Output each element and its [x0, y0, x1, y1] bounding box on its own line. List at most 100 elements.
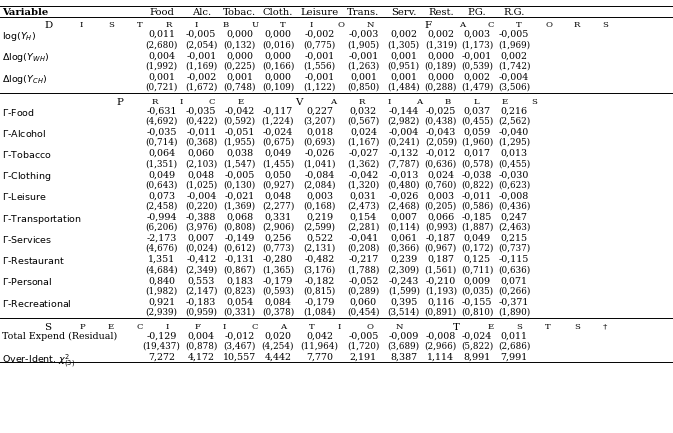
- Text: (3,467): (3,467): [223, 342, 256, 351]
- Text: 0,000: 0,000: [226, 30, 253, 39]
- Text: -0,371: -0,371: [499, 297, 530, 307]
- Text: I: I: [309, 21, 312, 29]
- Text: (2,562): (2,562): [498, 117, 530, 126]
- Text: (0,436): (0,436): [498, 202, 530, 210]
- Text: (1,173): (1,173): [461, 40, 493, 49]
- Text: (0,289): (0,289): [347, 287, 380, 295]
- Text: 0,009: 0,009: [464, 276, 491, 285]
- Text: 0,013: 0,013: [501, 149, 528, 158]
- Text: -0,011: -0,011: [186, 128, 216, 137]
- Text: -0,001: -0,001: [462, 52, 492, 60]
- Text: (2,463): (2,463): [498, 223, 530, 232]
- Text: N: N: [395, 323, 403, 331]
- Text: -0,001: -0,001: [186, 52, 216, 60]
- Text: (1,193): (1,193): [425, 287, 457, 295]
- Text: -0,021: -0,021: [225, 191, 254, 200]
- Text: B: B: [223, 21, 229, 29]
- Text: $\Gamma$-Clothing: $\Gamma$-Clothing: [2, 170, 51, 183]
- Text: (0,539): (0,539): [461, 61, 493, 71]
- Text: (1,955): (1,955): [223, 138, 256, 147]
- Text: (0,714): (0,714): [145, 138, 178, 147]
- Text: 0,239: 0,239: [390, 255, 417, 264]
- Text: -0,042: -0,042: [349, 170, 378, 179]
- Text: (0,266): (0,266): [498, 287, 530, 295]
- Text: -0,012: -0,012: [426, 149, 456, 158]
- Text: (2,349): (2,349): [185, 265, 217, 274]
- Text: -0,001: -0,001: [305, 73, 334, 81]
- Text: 0,011: 0,011: [148, 30, 175, 39]
- Text: 0,050: 0,050: [264, 170, 291, 179]
- Text: -0,004: -0,004: [389, 128, 419, 137]
- Text: Over-Ident. $\chi^2_{(3)}$: Over-Ident. $\chi^2_{(3)}$: [2, 352, 75, 370]
- Text: -0,280: -0,280: [263, 255, 293, 264]
- Text: (0,822): (0,822): [461, 181, 493, 189]
- Text: (1,905): (1,905): [347, 40, 380, 49]
- Text: (0,959): (0,959): [185, 308, 217, 317]
- Text: 0,064: 0,064: [148, 149, 175, 158]
- Text: -0,004: -0,004: [186, 191, 216, 200]
- Text: 0,000: 0,000: [264, 30, 291, 39]
- Text: (0,366): (0,366): [388, 244, 420, 253]
- Text: F: F: [194, 323, 200, 331]
- Text: -0,182: -0,182: [305, 276, 334, 285]
- Text: (1,672): (1,672): [185, 83, 217, 92]
- Text: -0,001: -0,001: [305, 52, 334, 60]
- Text: R.G.: R.G.: [503, 8, 525, 17]
- Text: (0,993): (0,993): [425, 223, 457, 232]
- Text: (3,976): (3,976): [185, 223, 217, 232]
- Text: (0,748): (0,748): [223, 83, 256, 92]
- Text: (1,320): (1,320): [347, 181, 380, 189]
- Text: 0,004: 0,004: [148, 52, 175, 60]
- Text: T: T: [545, 323, 551, 331]
- Text: (0,016): (0,016): [262, 40, 294, 49]
- Text: Serv.: Serv.: [391, 8, 417, 17]
- Text: 0,000: 0,000: [427, 73, 454, 81]
- Text: -0,025: -0,025: [425, 107, 456, 116]
- Text: I: I: [180, 98, 183, 106]
- Text: V: V: [295, 98, 302, 107]
- Text: -0,144: -0,144: [389, 107, 419, 116]
- Text: (1,351): (1,351): [145, 159, 178, 168]
- Text: (4,692): (4,692): [145, 117, 178, 126]
- Text: 0,017: 0,017: [464, 149, 491, 158]
- Text: -0,482: -0,482: [305, 255, 334, 264]
- Text: 0,024: 0,024: [427, 170, 454, 179]
- Text: E: E: [502, 98, 508, 106]
- Text: Rest.: Rest.: [428, 8, 454, 17]
- Text: $\Gamma$-Restaurant: $\Gamma$-Restaurant: [2, 255, 65, 266]
- Text: 0,001: 0,001: [390, 73, 417, 81]
- Text: (0,775): (0,775): [304, 40, 336, 49]
- Text: -0,008: -0,008: [426, 331, 456, 340]
- Text: (2,939): (2,939): [145, 308, 178, 317]
- Text: 0,004: 0,004: [188, 331, 215, 340]
- Text: (0,808): (0,808): [223, 223, 256, 232]
- Text: -0,043: -0,043: [425, 128, 456, 137]
- Text: 0,247: 0,247: [501, 213, 528, 222]
- Text: (0,288): (0,288): [425, 83, 457, 92]
- Text: (0,815): (0,815): [304, 287, 336, 295]
- Text: 0,187: 0,187: [427, 255, 454, 264]
- Text: C: C: [209, 98, 215, 106]
- Text: -0,117: -0,117: [263, 107, 293, 116]
- Text: 0,068: 0,068: [226, 213, 253, 222]
- Text: 10,557: 10,557: [223, 352, 256, 362]
- Text: (1,561): (1,561): [425, 265, 457, 274]
- Text: 0,048: 0,048: [188, 170, 215, 179]
- Text: 0,031: 0,031: [350, 191, 377, 200]
- Text: (0,951): (0,951): [388, 61, 420, 71]
- Text: S: S: [516, 323, 522, 331]
- Text: 0,032: 0,032: [350, 107, 377, 116]
- Text: (1,319): (1,319): [425, 40, 457, 49]
- Text: -0,129: -0,129: [146, 331, 177, 340]
- Text: I: I: [223, 323, 226, 331]
- Text: Tobac.: Tobac.: [223, 8, 256, 17]
- Text: 4,172: 4,172: [188, 352, 215, 362]
- Text: O: O: [545, 21, 552, 29]
- Text: Food: Food: [149, 8, 174, 17]
- Text: (0,168): (0,168): [304, 202, 336, 210]
- Text: 0,000: 0,000: [226, 52, 253, 60]
- Text: (0,737): (0,737): [498, 244, 530, 253]
- Text: -0,179: -0,179: [262, 276, 293, 285]
- Text: (1,041): (1,041): [304, 159, 336, 168]
- Text: (1,969): (1,969): [498, 40, 530, 49]
